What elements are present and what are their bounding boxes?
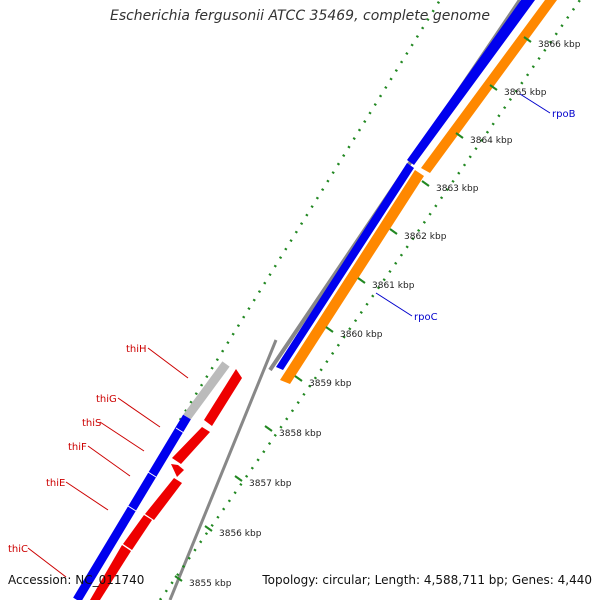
gene-leader-thiC [27, 547, 67, 578]
gene-leader-rpoB [519, 93, 551, 114]
ruler-tick [234, 475, 243, 482]
rpo-cluster-tracks [268, 0, 557, 384]
genome-summary: Topology: circular; Length: 4,588,711 bp… [262, 573, 592, 587]
cds-divider-1 [175, 427, 185, 434]
gene-reverse-arrow-1 [204, 369, 242, 426]
ruler-tick-label: 3862 kbp [404, 232, 447, 242]
ruler-tick-label: 3856 kbp [219, 529, 262, 539]
ruler-tick-label: 3857 kbp [249, 479, 292, 489]
ruler-dotted-line [158, 0, 582, 600]
outer-dotted-ring [178, 0, 442, 421]
ruler-tick-label: 3858 kbp [279, 429, 322, 439]
ruler-tick-label: 3861 kbp [372, 281, 415, 291]
gene-reverse-arrow-3 [171, 464, 184, 477]
accession-label: Accession: NC_011740 [8, 573, 145, 587]
ruler-tick-label: 3860 kbp [340, 330, 383, 340]
ruler-tick [455, 132, 464, 139]
ruler-tick [294, 375, 303, 382]
ruler-tick-label: 3866 kbp [538, 40, 581, 50]
cds-rpoB-arrow [407, 0, 535, 165]
cds-divider-2 [147, 471, 157, 478]
ruler-tick [204, 525, 213, 532]
ruler-tick [174, 575, 183, 582]
ruler-tick [489, 84, 498, 91]
gene-reverse-arrow-6 [90, 545, 131, 600]
ruler-tick [421, 180, 430, 187]
pseudo-feature-bar [183, 361, 230, 420]
gene-label-thiE[interactable]: thiE [46, 478, 65, 489]
cds-divider-3 [127, 505, 137, 512]
gene-label-thiG[interactable]: thiG [96, 394, 117, 405]
gene-reverse-arrow-4 [145, 478, 182, 520]
backbone-left [168, 339, 278, 600]
gene-leader-thiE [65, 481, 109, 511]
thi-cluster-tracks [73, 339, 278, 600]
ruler-tick-label: 3863 kbp [436, 184, 479, 194]
ruler-tick-label: 3855 kbp [189, 579, 232, 589]
ruler-tick [264, 425, 273, 432]
gene-rpoC-arrow [280, 170, 424, 384]
gene-leader-rpoC [375, 292, 413, 317]
cds-rpoC-arrow [276, 163, 414, 370]
gene-label-rpoB[interactable]: rpoB [552, 109, 576, 120]
gene-leader-thiG [117, 397, 161, 428]
gene-leader-thiS [99, 421, 145, 452]
ruler-tick-label: 3859 kbp [309, 379, 352, 389]
ruler-tick [357, 277, 366, 284]
gene-leader-thiF [87, 445, 131, 477]
gene-label-rpoC[interactable]: rpoC [414, 312, 438, 323]
gene-reverse-arrow-2 [172, 427, 210, 464]
gene-rpoB-arrow [421, 0, 557, 173]
gene-leader-thiH [147, 347, 189, 379]
ruler-tick-label: 3865 kbp [504, 88, 547, 98]
ruler-tick-label: 3864 kbp [470, 136, 513, 146]
gene-reverse-arrow-5 [123, 515, 152, 550]
ruler-tick [523, 36, 532, 43]
gene-label-thiC[interactable]: thiC [8, 544, 28, 555]
genome-title: Escherichia fergusonii ATCC 35469, compl… [109, 8, 491, 24]
gene-label-thiS[interactable]: thiS [82, 418, 101, 429]
ruler: 3855 kbp 3856 kbp 3857 kbp 3858 kbp 3859 kbp… [158, 0, 582, 600]
gene-label-thiF[interactable]: thiF [68, 442, 87, 453]
ruler-tick [389, 228, 398, 235]
gene-label-thiH[interactable]: thiH [126, 344, 147, 355]
gene-labels: thiH thiG thiS thiF thiE thiC rpoC rpoB [8, 93, 576, 578]
ruler-tick [325, 326, 334, 333]
